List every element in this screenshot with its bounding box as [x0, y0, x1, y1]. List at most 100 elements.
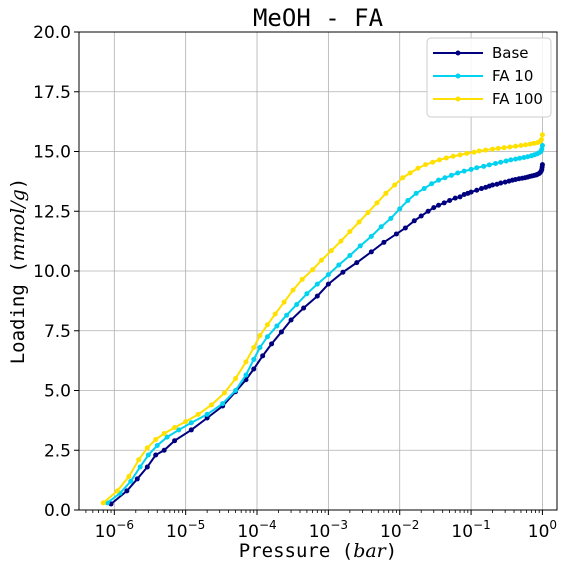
- data-point: [144, 445, 150, 451]
- data-point: [161, 447, 167, 453]
- x-tick-label-base: 10: [528, 522, 550, 542]
- x-tick-label: 10−1: [451, 518, 490, 542]
- data-point: [498, 180, 504, 186]
- legend-label: FA 10: [492, 67, 533, 85]
- data-point: [251, 356, 257, 362]
- data-point: [356, 219, 362, 225]
- data-point: [523, 142, 529, 148]
- data-point: [257, 333, 263, 339]
- y-tick-label: 2.5: [44, 441, 71, 461]
- data-point: [357, 243, 363, 249]
- data-point: [136, 457, 142, 463]
- data-point: [251, 344, 257, 350]
- data-point: [284, 312, 290, 318]
- data-point: [517, 155, 523, 161]
- data-point: [304, 291, 310, 297]
- x-axis-label-prefix: Pressure: [239, 540, 331, 562]
- data-point: [418, 213, 424, 219]
- data-point: [483, 147, 489, 153]
- chart-title: MeOH - FA: [253, 4, 384, 32]
- legend-item: FA 100: [433, 90, 543, 108]
- data-point: [405, 197, 411, 203]
- data-point: [468, 166, 474, 172]
- data-point: [493, 160, 499, 166]
- data-point: [415, 165, 421, 171]
- data-point: [368, 233, 374, 239]
- data-point: [164, 434, 170, 440]
- data-point: [503, 158, 509, 164]
- data-point: [328, 248, 334, 254]
- x-tick-label: 10−5: [166, 518, 205, 542]
- data-point: [457, 152, 463, 158]
- x-tick-label: 10−6: [95, 518, 134, 542]
- data-point: [374, 200, 380, 206]
- series-line: [110, 164, 544, 505]
- data-point: [502, 179, 508, 185]
- x-tick-label-exponent: 0: [549, 518, 557, 532]
- series-fa-10: [104, 143, 545, 506]
- data-point: [490, 182, 496, 188]
- data-point: [490, 146, 496, 152]
- data-point: [288, 317, 294, 323]
- x-tick-label: 10−3: [309, 518, 348, 542]
- y-axis: 0.0 2.5 5.0 7.5 10.0 12.5 15.0 17.5 20.0: [33, 23, 79, 521]
- x-tick-label-exponent: −1: [473, 518, 491, 532]
- data-point: [539, 132, 545, 138]
- data-point: [538, 137, 544, 143]
- series-fa-100: [100, 132, 545, 506]
- data-point: [188, 420, 194, 426]
- data-point: [338, 238, 344, 244]
- x-tick-label: 10−2: [380, 518, 419, 542]
- data-point: [347, 229, 353, 235]
- data-point: [278, 329, 284, 335]
- x-tick-label-exponent: −6: [116, 518, 134, 532]
- y-axis-label-unit: mmol/g: [7, 189, 29, 261]
- legend-marker: [455, 50, 461, 56]
- data-point: [423, 162, 429, 168]
- data-point: [161, 431, 167, 437]
- data-point: [436, 202, 442, 208]
- data-point: [507, 144, 513, 150]
- data-point: [518, 143, 524, 149]
- data-point: [455, 170, 461, 176]
- data-point: [233, 388, 239, 393]
- data-point: [183, 419, 189, 425]
- x-axis-label-unit: bar: [353, 540, 387, 562]
- legend-marker: [455, 73, 461, 79]
- data-point: [208, 402, 214, 408]
- data-point: [188, 427, 194, 433]
- data-point: [114, 488, 120, 494]
- data-point: [527, 141, 533, 147]
- data-point: [257, 344, 263, 350]
- data-point: [443, 155, 449, 161]
- data-point: [450, 153, 456, 159]
- data-point: [260, 353, 266, 359]
- data-point: [383, 190, 389, 196]
- data-point: [402, 225, 408, 231]
- legend-marker: [455, 96, 461, 102]
- data-point: [221, 390, 227, 396]
- data-point: [137, 464, 143, 470]
- data-point: [144, 464, 150, 470]
- series-line: [106, 145, 544, 504]
- data-point: [393, 231, 399, 237]
- data-point: [325, 272, 331, 278]
- data-point: [290, 287, 296, 293]
- data-point: [299, 276, 305, 282]
- x-tick-label: 10−4: [237, 518, 276, 542]
- data-point: [172, 425, 178, 431]
- data-point: [430, 159, 436, 165]
- data-point: [294, 301, 300, 307]
- data-point: [413, 190, 419, 196]
- data-point: [325, 281, 331, 287]
- data-point: [476, 148, 482, 154]
- y-tick-label: 7.5: [44, 322, 71, 342]
- data-point: [126, 474, 132, 480]
- data-point: [365, 209, 371, 215]
- data-point: [204, 411, 210, 417]
- x-tick-label-base: 10: [237, 522, 259, 542]
- data-point: [195, 411, 201, 417]
- legend-item: Base: [433, 44, 529, 62]
- data-point: [392, 182, 398, 188]
